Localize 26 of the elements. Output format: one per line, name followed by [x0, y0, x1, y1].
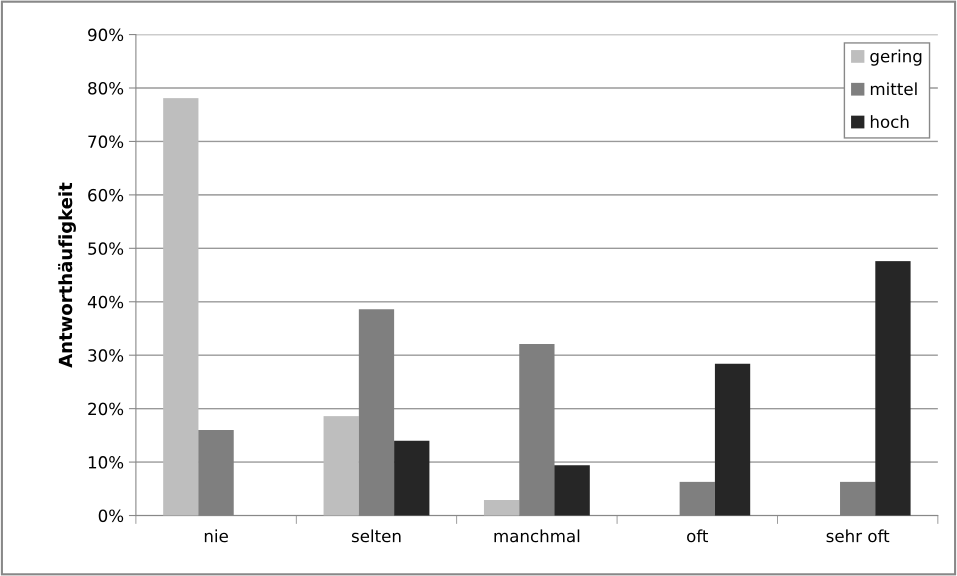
y-tick-label: 40%: [88, 296, 124, 308]
bar: [714, 364, 750, 516]
y-tick-label: 50%: [88, 242, 124, 255]
legend-label: mittel: [870, 82, 917, 96]
bar: [484, 500, 520, 516]
bar: [554, 465, 590, 516]
legend-label: hoch: [870, 115, 908, 128]
y-tick-label: 70%: [88, 135, 124, 148]
y-tick-label: 30%: [88, 349, 124, 362]
legend-label: gering: [870, 50, 922, 66]
y-tick-label: 90%: [88, 28, 124, 42]
bar: [324, 416, 359, 516]
bar: [163, 98, 198, 516]
x-tick-label: selten: [352, 529, 401, 542]
x-tick-label: manchmal: [494, 529, 580, 542]
y-tick-label: 10%: [88, 456, 124, 469]
y-axis-title: Antworthäufigkeit: [58, 182, 76, 368]
y-tick-label: 60%: [88, 188, 124, 202]
bar: [875, 261, 911, 516]
x-tick-label: sehr oft: [826, 529, 890, 542]
y-tick-label: 80%: [88, 82, 124, 95]
bar: [394, 440, 430, 516]
x-tick-label: nie: [204, 529, 228, 542]
y-tick-label: 0%: [98, 509, 124, 522]
y-tick-label: 20%: [88, 402, 124, 416]
x-tick-label: oft: [687, 529, 708, 542]
